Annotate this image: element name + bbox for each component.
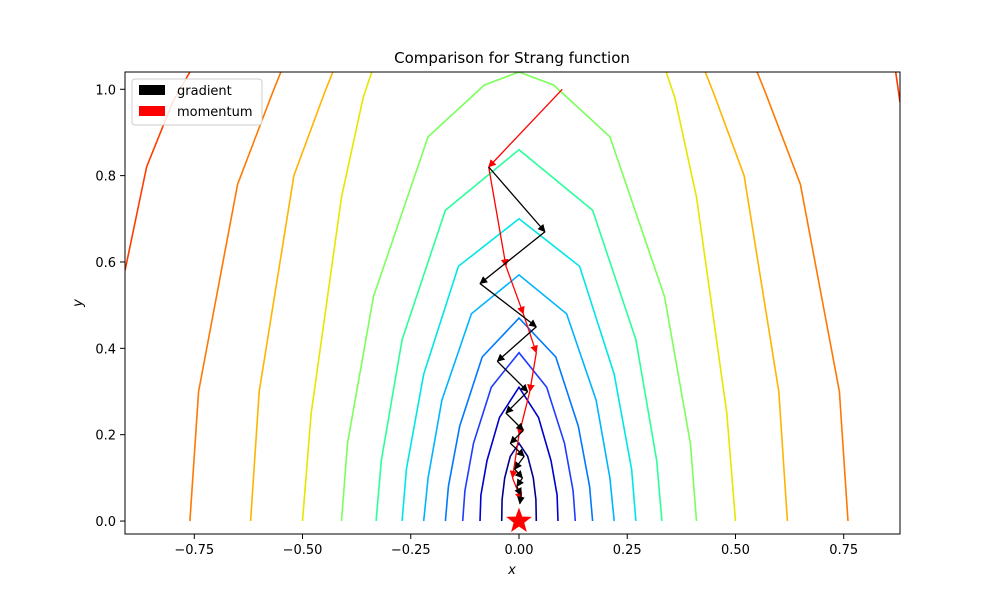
gradient-step-6: [505, 412, 524, 431]
y-tick-label-4: 0.8: [95, 170, 116, 185]
y-axis-label: y: [71, 299, 86, 308]
legend-label-gradient: gradient: [177, 84, 232, 99]
y-tick-label-1: 0.2: [95, 429, 116, 444]
contour-line-3: [444, 316, 594, 522]
contour-line-6: [375, 148, 663, 522]
y-tick-label-3: 0.6: [95, 256, 116, 271]
contour-line-13: [756, 72, 849, 522]
momentum-step-4: [527, 352, 537, 393]
x-axis-label: x: [507, 563, 516, 578]
gradient-step-5: [505, 391, 529, 414]
legend: gradient momentum: [131, 78, 263, 126]
contour-line-1: [479, 385, 559, 522]
gradient-step-8: [509, 442, 525, 457]
minimum-markers: [506, 507, 532, 532]
momentum-step-0: [488, 88, 563, 168]
contour-line-8: [301, 72, 373, 522]
y-tick-label-5: 1.0: [95, 83, 116, 98]
chart-title: Comparison for Strang function: [394, 49, 630, 67]
gradient-step-11: [516, 477, 524, 488]
contour-line-11: [704, 72, 789, 522]
momentum-step-2: [505, 266, 525, 315]
contour-line-4: [422, 273, 615, 522]
x-axis-ticks: −0.75 −0.50 −0.25 0.00 0.25 0.50 0.75: [174, 534, 858, 558]
x-tick-label-2: −0.25: [391, 543, 431, 558]
x-tick-label-1: −0.50: [283, 543, 323, 558]
contour-line-10: [249, 72, 334, 522]
gradient-step-0: [488, 166, 546, 233]
gradient-step-10: [514, 468, 523, 479]
y-axis-ticks: 0.0 0.2 0.4 0.6 0.8 1.0: [95, 83, 125, 530]
gradient-step-12: [514, 486, 522, 496]
contour-line-9: [665, 72, 737, 522]
contour-line-5: [401, 217, 637, 522]
gradient-step-4: [496, 360, 529, 393]
x-tick-label-6: 0.75: [829, 543, 858, 558]
contour-lines: [125, 72, 900, 522]
x-tick-label-5: 0.50: [721, 543, 750, 558]
trajectory-series: [479, 88, 563, 505]
contour-line-7: [340, 72, 698, 522]
legend-swatch-gradient: [139, 85, 165, 95]
contour-line-2: [461, 351, 577, 522]
gradient-step-7: [509, 429, 524, 444]
contour-line-0: [500, 441, 538, 522]
gradient-step-1: [479, 231, 546, 285]
contour-line-12: [189, 72, 282, 522]
y-tick-label-0: 0.0: [95, 515, 116, 530]
contour-line-15: [894, 72, 900, 103]
legend-swatch-momentum: [139, 106, 165, 116]
legend-label-momentum: momentum: [177, 105, 253, 120]
momentum-step-1: [488, 166, 509, 268]
plot-frame: [124, 71, 901, 535]
gradient-step-3: [496, 326, 537, 362]
gradient-step-13: [517, 495, 525, 505]
gradient-step-9: [514, 455, 525, 470]
x-tick-label-0: −0.75: [174, 543, 214, 558]
x-tick-label-3: 0.00: [505, 543, 534, 558]
y-tick-label-2: 0.4: [95, 342, 116, 357]
x-tick-label-4: 0.25: [613, 543, 642, 558]
minimum-star-marker: [506, 507, 532, 532]
gradient-step-2: [479, 283, 537, 328]
